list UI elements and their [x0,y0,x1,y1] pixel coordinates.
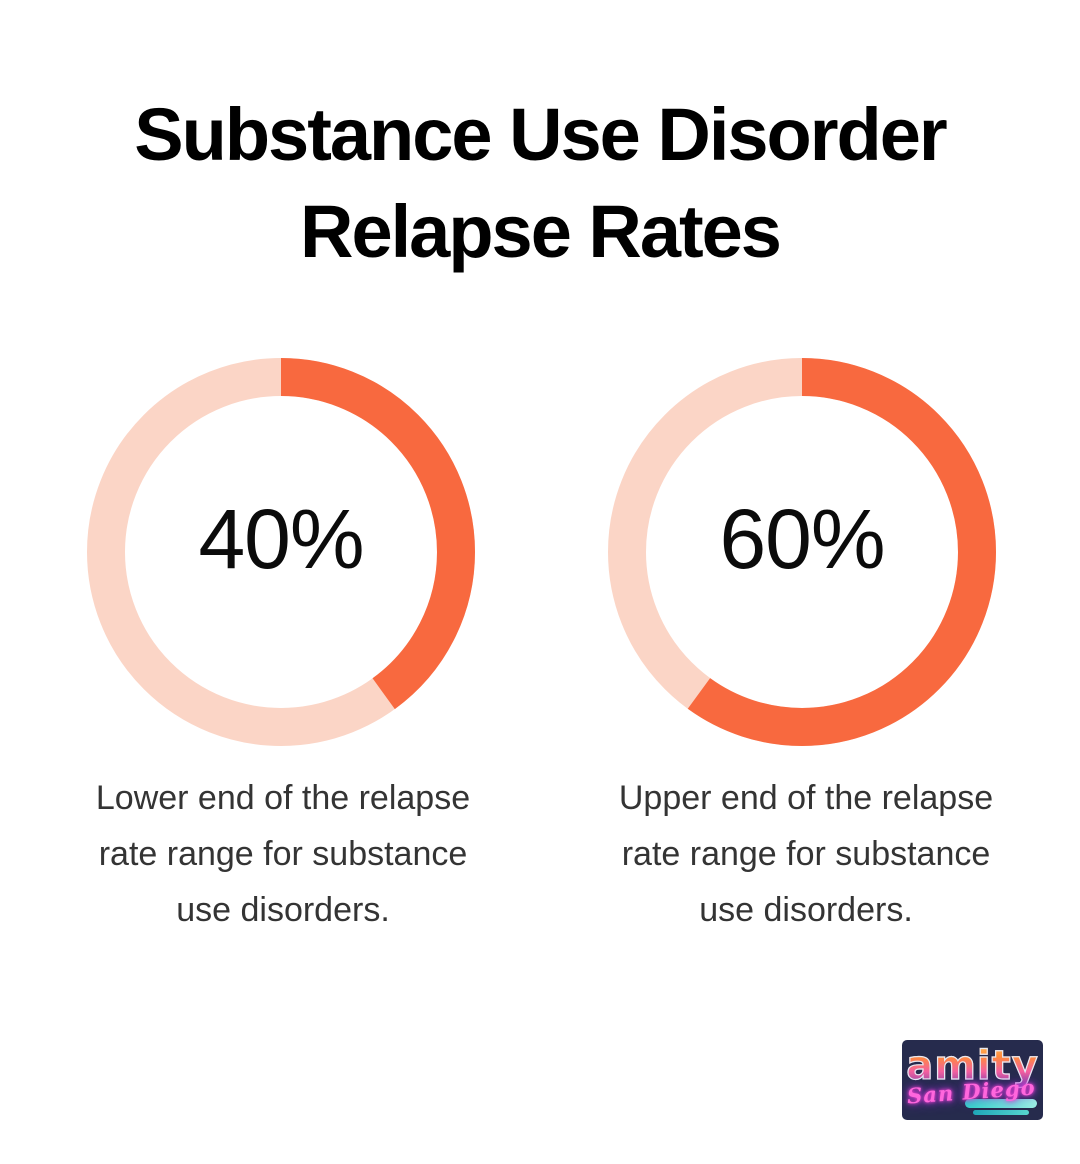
donut-value-label-upper-end: 60% [719,491,885,586]
logo-brand-text: amity [902,1042,1043,1089]
donut-chart-upper-end: 60% [608,358,996,746]
logo-wave-decoration-2 [973,1110,1029,1115]
donut-ring-upper-end [608,358,996,746]
caption-lower-end: Lower end of the relapse rate range for … [95,779,471,929]
brand-logo: amity San Diego [902,1040,1043,1120]
donut-ring-lower-end [87,358,475,746]
donut-chart-lower-end: 40% [87,358,475,746]
caption-upper-end: Upper end of the relapse rate range for … [618,779,994,929]
donut-value-label-lower-end: 40% [198,491,364,586]
logo-wave-decoration [965,1099,1037,1108]
page-title: Substance Use Disorder Relapse Rates [134,93,947,273]
